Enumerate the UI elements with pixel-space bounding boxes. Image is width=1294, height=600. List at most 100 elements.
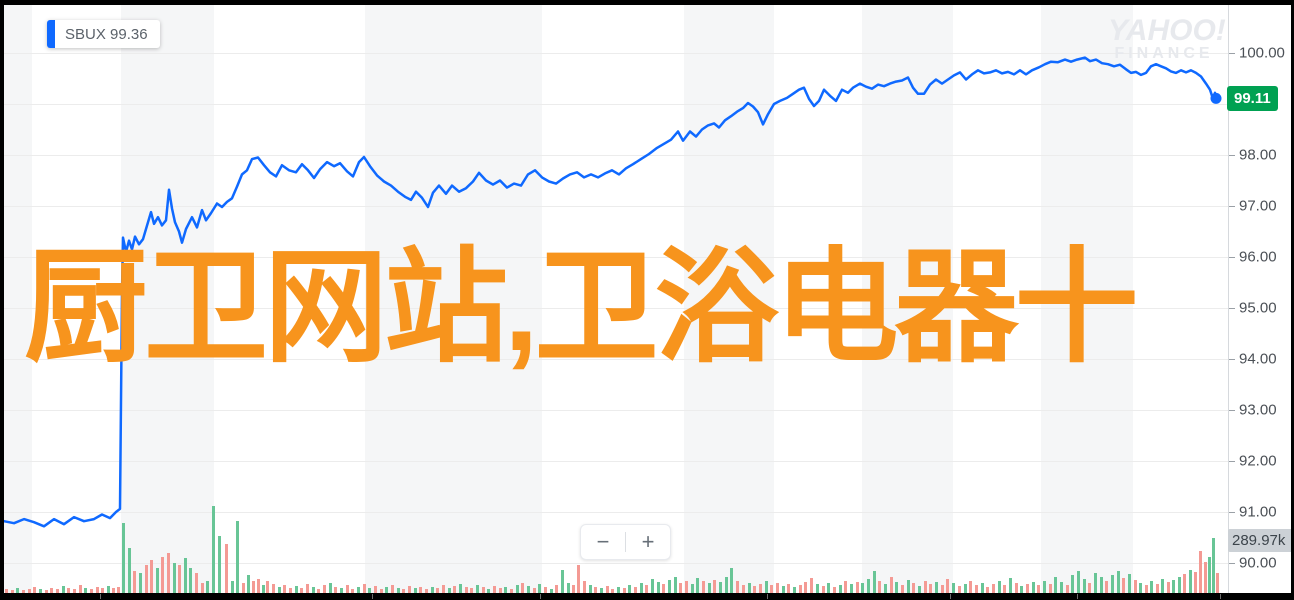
volume-bar — [1083, 579, 1086, 593]
volume-bar — [133, 571, 136, 593]
volume-bar — [1071, 575, 1074, 593]
y-axis-tick — [1229, 308, 1235, 309]
zoom-out-button[interactable]: − — [581, 525, 625, 559]
y-axis-tick — [1229, 53, 1235, 54]
volume-bar — [765, 581, 768, 593]
volume-bar — [397, 588, 400, 593]
volume-bar — [39, 589, 42, 593]
y-axis-tick — [1229, 155, 1235, 156]
volume-bar — [935, 582, 938, 593]
volume-bar — [674, 577, 677, 593]
volume-bar — [1015, 583, 1018, 593]
volume-bar — [173, 563, 176, 593]
volume-bar — [414, 588, 417, 593]
y-axis-tick — [1229, 512, 1235, 513]
volume-bar — [5, 589, 8, 593]
volume-bar — [493, 586, 496, 593]
volume-bar — [634, 587, 637, 593]
volume-bar — [538, 584, 541, 593]
volume-bar — [374, 586, 377, 593]
gridline — [4, 308, 1228, 309]
volume-bar — [436, 588, 439, 593]
volume-bar — [510, 589, 513, 593]
volume-bar — [975, 585, 978, 593]
volume-bar — [702, 581, 705, 593]
price-axis-line — [1228, 5, 1229, 593]
x-axis-tick — [1077, 594, 1078, 599]
volume-bar — [351, 589, 354, 593]
volume-bar — [236, 521, 239, 593]
volume-bar — [150, 560, 153, 593]
volume-bar — [662, 584, 665, 593]
volume-bar — [651, 579, 654, 593]
volume-bar — [62, 586, 65, 593]
volume-bar — [804, 582, 807, 593]
volume-bar — [431, 587, 434, 593]
volume-bar — [1199, 551, 1202, 593]
frame-top — [0, 0, 1294, 5]
volume-bar — [822, 586, 825, 593]
volume-bar — [448, 588, 451, 593]
volume-bar — [1139, 583, 1142, 593]
volume-bar — [50, 588, 53, 593]
volume-bar — [225, 544, 228, 593]
volume-bar — [262, 585, 265, 593]
volume-bar — [527, 586, 530, 593]
x-axis-tick — [1220, 594, 1221, 599]
volume-bar — [482, 587, 485, 593]
volume-bar — [278, 587, 281, 593]
volume-bar — [1066, 585, 1069, 593]
volume-bar — [184, 558, 187, 593]
zoom-in-button[interactable]: + — [626, 525, 670, 559]
volume-bar — [657, 582, 660, 593]
volume-bar — [884, 584, 887, 593]
volume-bar — [459, 584, 462, 593]
yahoo-finance-watermark: YAHOO! FINANCE — [1108, 14, 1226, 63]
volume-bar — [873, 571, 876, 593]
volume-bar — [329, 583, 332, 593]
volume-bar — [544, 587, 547, 593]
zoom-controls: − + — [580, 524, 671, 560]
volume-bar — [465, 587, 468, 593]
volume-bar — [1032, 582, 1035, 593]
y-axis-tick — [1229, 461, 1235, 462]
volume-bar — [363, 584, 366, 593]
volume-bar — [941, 585, 944, 593]
volume-bar — [45, 590, 48, 593]
volume-bar — [112, 588, 115, 593]
frame-left — [0, 0, 4, 600]
volume-bar — [550, 589, 553, 593]
volume-bar — [1212, 538, 1215, 593]
gridline — [4, 461, 1228, 462]
volume-bar — [385, 587, 388, 593]
y-axis-tick — [1229, 359, 1235, 360]
volume-bar — [323, 585, 326, 593]
volume-bar — [340, 588, 343, 593]
volume-bar — [317, 589, 320, 593]
volume-bar — [266, 581, 269, 593]
volume-bar — [1105, 581, 1108, 593]
volume-bar — [419, 587, 422, 593]
volume-bar — [776, 583, 779, 593]
volume-bar — [555, 585, 558, 593]
volume-bar — [924, 581, 927, 593]
volume-bar — [521, 583, 524, 593]
volume-bar — [1094, 573, 1097, 593]
volume-bar — [782, 586, 785, 593]
volume-bar — [878, 581, 881, 593]
volume-bar — [964, 584, 967, 593]
volume-bar — [218, 536, 221, 593]
symbol-color-bar — [47, 20, 55, 48]
volume-bar — [96, 587, 99, 593]
volume-bar — [79, 585, 82, 593]
volume-bar — [1088, 583, 1091, 593]
volume-bar — [242, 583, 245, 593]
volume-bar — [33, 587, 36, 593]
volume-bar — [212, 506, 215, 593]
volume-bar — [606, 586, 609, 593]
volume-bar — [195, 573, 198, 593]
volume-bar — [272, 584, 275, 593]
volume-bar — [901, 585, 904, 593]
volume-bar — [22, 590, 25, 593]
